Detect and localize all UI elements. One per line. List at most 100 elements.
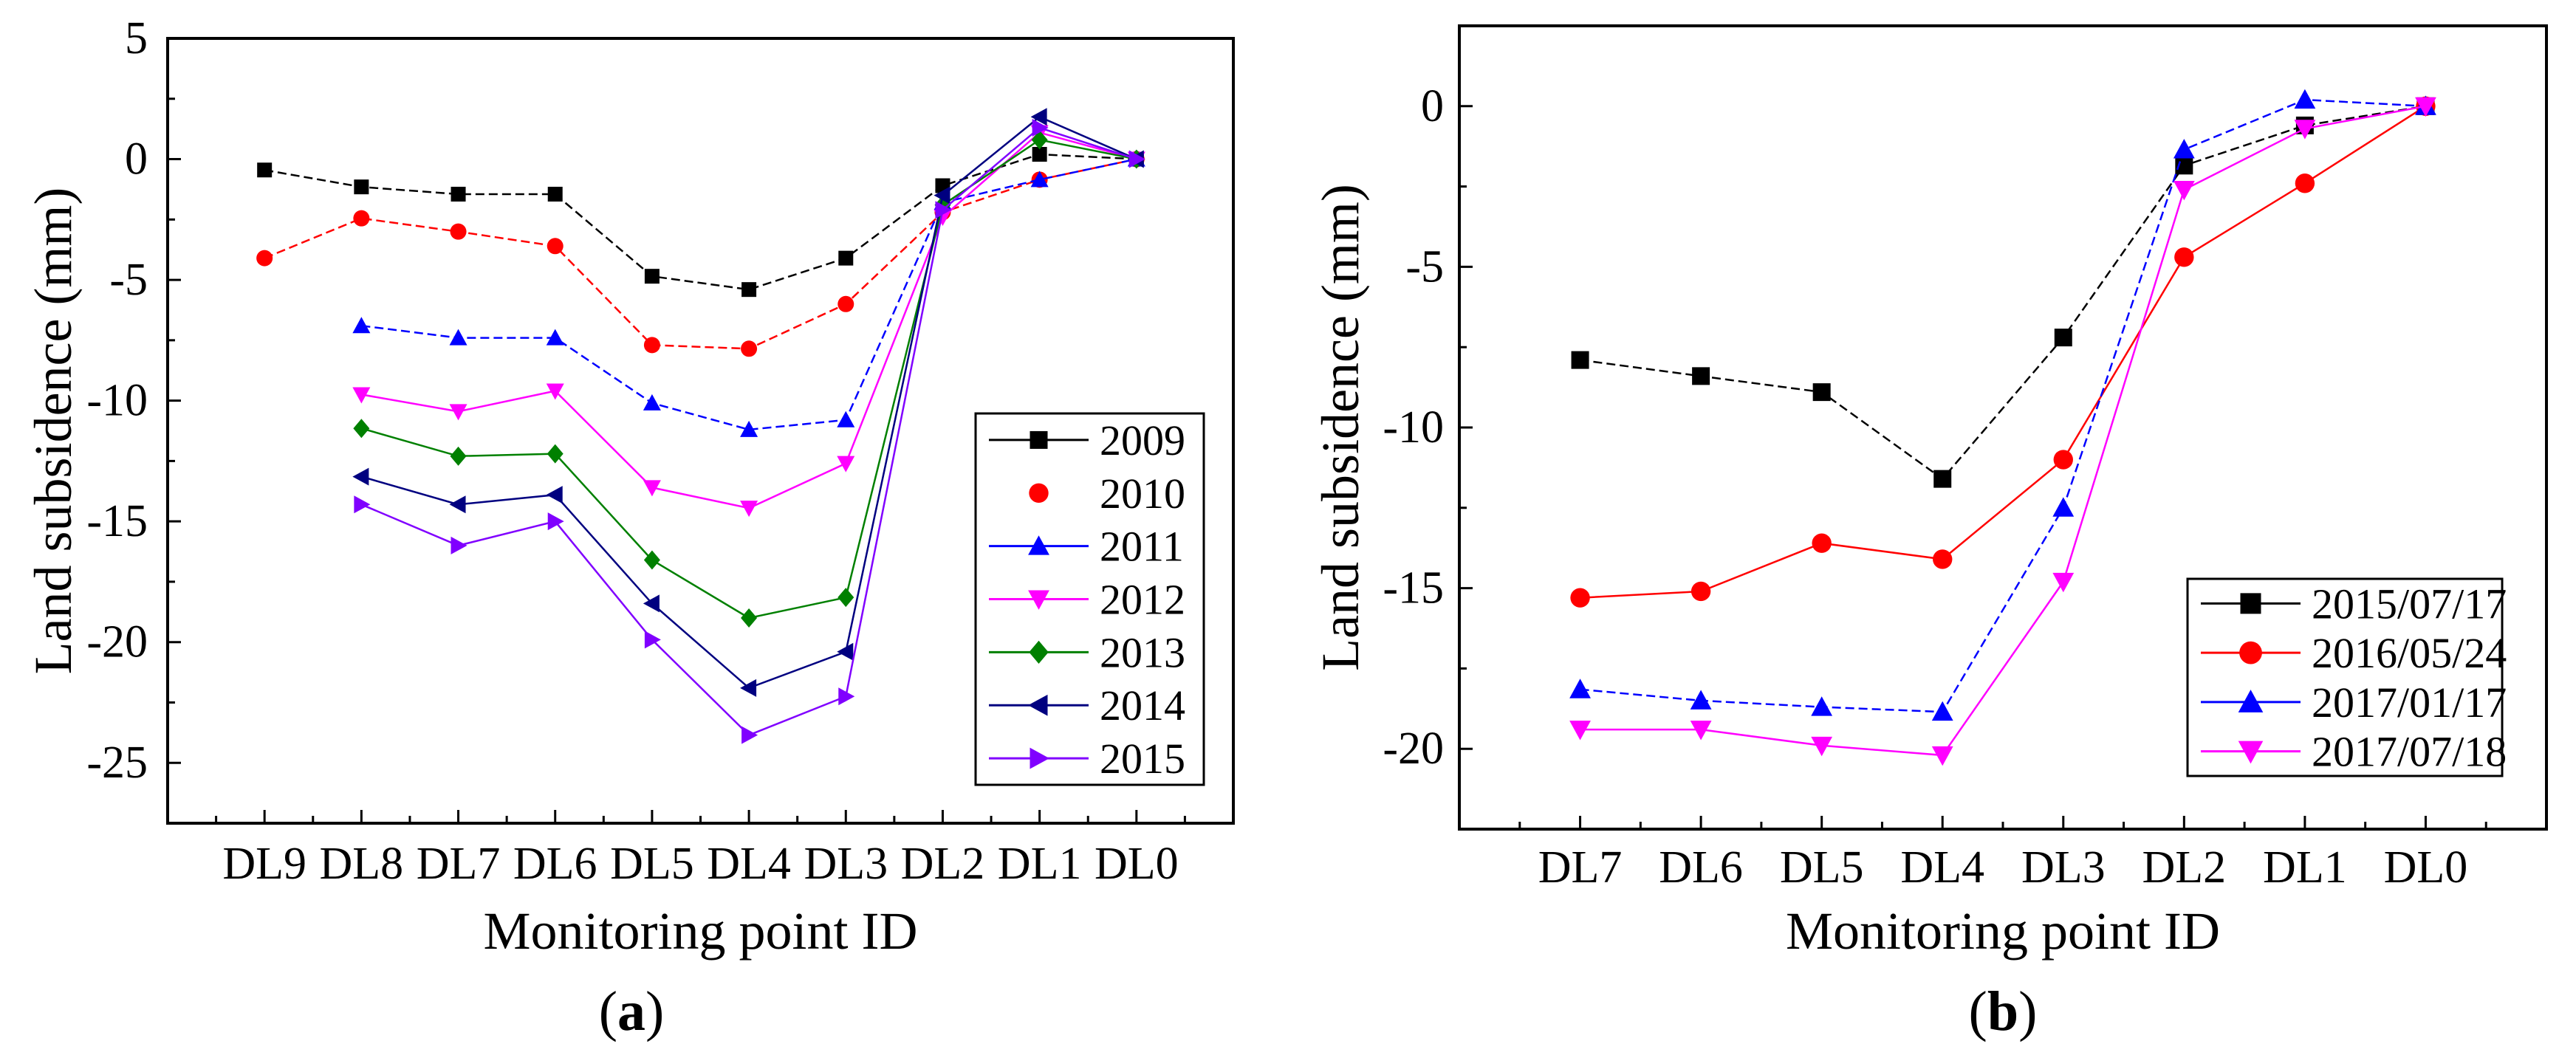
data-point	[1811, 736, 1833, 757]
panel-label: (b)	[1969, 980, 2038, 1042]
y-tick-label: -20	[1383, 724, 1444, 774]
x-tick-label: DL9	[222, 839, 306, 889]
data-point	[837, 295, 854, 312]
x-tick-label: DL2	[901, 839, 985, 889]
data-point	[1571, 351, 1589, 369]
data-point	[644, 631, 661, 649]
data-point	[741, 282, 757, 298]
legend-marker	[2239, 641, 2262, 664]
x-axis-title: Monitoring point ID	[1786, 901, 2220, 961]
series-2010	[256, 151, 1145, 357]
y-tick-label: -15	[86, 496, 148, 546]
data-point	[2294, 89, 2316, 109]
x-tick-label: DL1	[2263, 842, 2347, 893]
data-point	[451, 186, 466, 202]
data-point	[547, 186, 563, 202]
data-point	[2174, 247, 2194, 267]
data-point	[450, 223, 467, 240]
data-point	[644, 269, 660, 284]
data-point	[1031, 130, 1048, 150]
legend-label: 2015/07/17	[2312, 580, 2507, 628]
data-point	[449, 329, 467, 346]
x-tick-label: DL3	[2021, 842, 2106, 893]
data-point	[449, 404, 467, 421]
x-tick-label: DL6	[513, 839, 597, 889]
data-point	[546, 383, 564, 400]
data-point	[1030, 171, 1049, 188]
series-line	[1580, 105, 2426, 481]
legend-marker	[1029, 483, 1049, 503]
series-line	[1580, 105, 2426, 757]
x-tick-label: DL2	[2142, 842, 2227, 893]
series-2017-07-18	[1569, 97, 2436, 766]
x-tick-label: DL7	[417, 839, 501, 889]
data-point	[643, 337, 660, 354]
data-point	[740, 501, 758, 518]
series-2015	[354, 119, 1145, 744]
y-tick-label: -5	[1405, 241, 1444, 292]
panel-letter: a	[617, 980, 645, 1042]
data-point	[643, 394, 661, 411]
data-point	[1032, 119, 1049, 137]
series-line	[1580, 105, 2427, 599]
y-tick-label: 0	[1421, 81, 1444, 131]
legend-marker	[2238, 741, 2264, 764]
y-tick-label: -10	[86, 376, 148, 426]
data-point	[837, 456, 855, 473]
x-tick-label: DL7	[1538, 842, 1623, 893]
data-point	[256, 250, 273, 267]
series-2009	[257, 146, 1144, 298]
data-point	[838, 687, 855, 706]
panel-label: (a)	[599, 980, 665, 1042]
legend-label: 2009	[1100, 416, 1185, 464]
data-point	[2173, 139, 2195, 159]
series-line	[361, 158, 1137, 431]
legend-label: 2013	[1100, 628, 1185, 676]
data-point	[741, 608, 758, 628]
y-tick-label: -10	[1383, 402, 1444, 453]
y-tick-label: 0	[125, 134, 148, 185]
series-line	[264, 158, 1137, 350]
x-axis-title: Monitoring point ID	[484, 901, 918, 961]
data-point	[1812, 383, 1831, 402]
series-2015-07-17	[1571, 97, 2435, 488]
legend-label: 2017/07/18	[2312, 728, 2507, 776]
x-tick-label: DL6	[1659, 842, 1743, 893]
data-point	[547, 238, 564, 255]
x-tick-label: DL4	[707, 839, 791, 889]
data-point	[643, 550, 660, 570]
legend-marker	[1029, 640, 1049, 664]
data-point	[257, 162, 273, 178]
data-point	[741, 340, 758, 357]
data-point	[838, 250, 854, 266]
data-point	[1690, 581, 1711, 602]
chart-b: 0 -5 -10 -15 -20 DL7 DL6 DL5 DL4 DL3 DL2 DL1 DL0 Moni…	[1311, 24, 2548, 1042]
y-tick-label: -15	[1383, 563, 1444, 614]
legend-label: 2010	[1100, 470, 1185, 518]
legend-label: 2012	[1100, 576, 1185, 624]
legend-marker	[1028, 590, 1049, 610]
data-point	[547, 512, 564, 531]
legend-label: 2014	[1100, 681, 1185, 729]
data-point	[451, 536, 467, 554]
data-point	[1933, 549, 1953, 569]
data-point	[643, 480, 661, 497]
data-point	[740, 420, 758, 437]
y-tick-label: 5	[125, 13, 148, 63]
data-point	[2294, 120, 2316, 140]
data-point	[2054, 329, 2072, 347]
series-2016-05-24	[1570, 96, 2436, 608]
data-point	[1030, 108, 1047, 126]
series-line	[1580, 98, 2426, 713]
data-point	[546, 486, 563, 504]
data-point	[934, 186, 950, 205]
x-tick-label: DL4	[1900, 842, 1984, 893]
chart-a: 5 0 -5 -10 -15 -20 -25 DL9 DL8 DL7 DL6 DL5 DL4 DL3 DL2…	[24, 13, 1235, 1042]
data-point	[1812, 533, 1832, 553]
x-tick-label: DL5	[1780, 842, 1864, 893]
x-tick-label: DL1	[998, 839, 1082, 889]
data-point	[2295, 174, 2315, 193]
data-point	[1931, 746, 1953, 766]
